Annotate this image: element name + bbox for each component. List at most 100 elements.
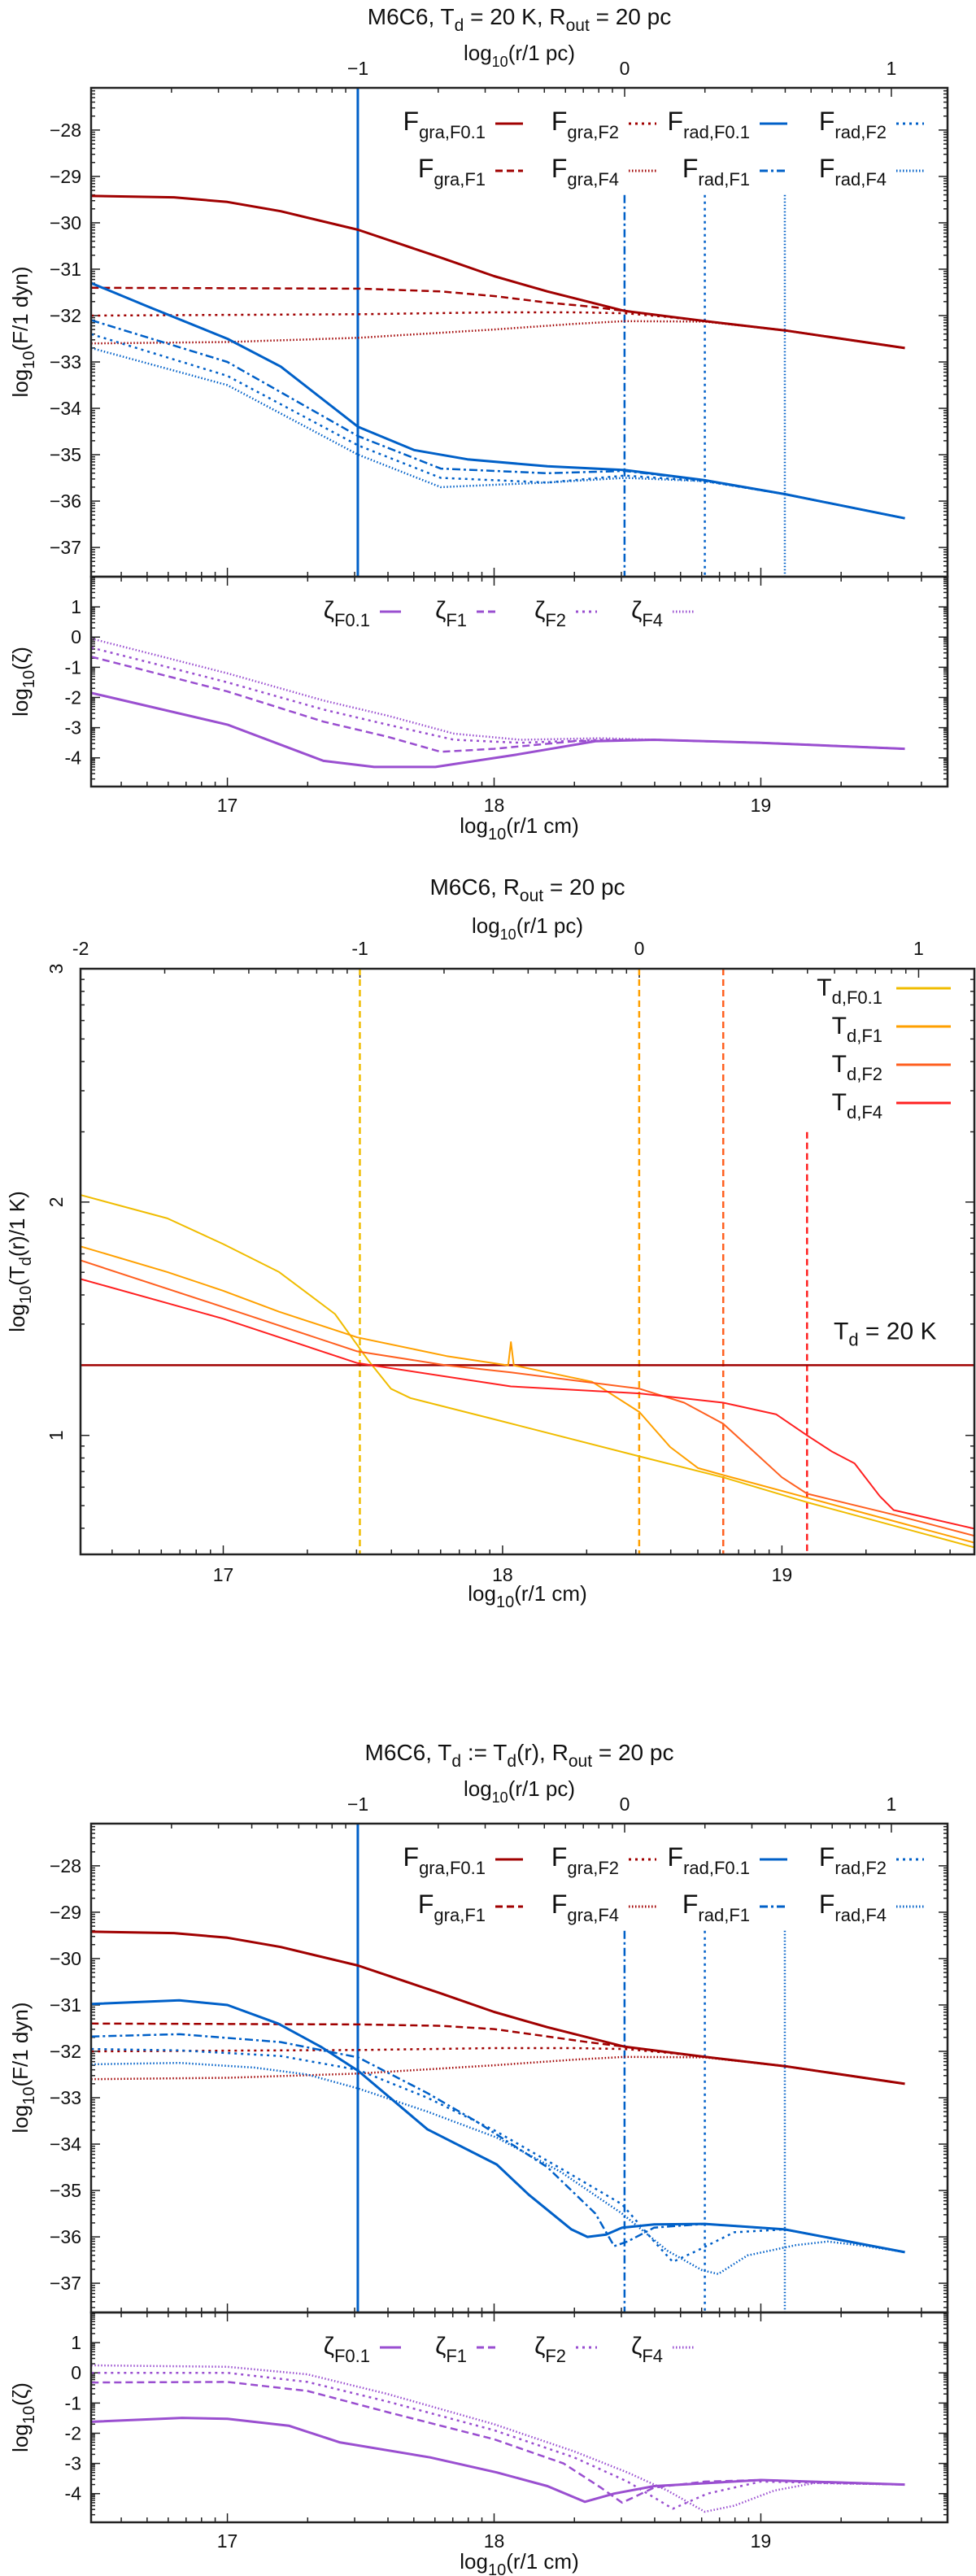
legend-label: Fgra,F0.1 [403, 107, 486, 142]
y-axis-label-segment: (F/1 dyn) [8, 2003, 33, 2087]
series-line-f-rad-f0-1 [91, 1998, 905, 2254]
legend-subscript: F0.1 [334, 2346, 370, 2366]
legend-subscript: gra,F4 [567, 169, 619, 190]
top-x-axis-label: log10(r/1 pc) [472, 913, 583, 943]
y-axis-label-segment: (ζ) [8, 2382, 33, 2406]
top-x-tick-label: -2 [72, 938, 89, 959]
series-line-zeta-f4 [91, 2364, 905, 2513]
series-line-zeta-f4 [91, 637, 905, 750]
series-line-f-gra-f0-1 [91, 1930, 905, 2086]
legend-subscript: F1 [446, 2346, 467, 2366]
chart-title-segment: M6C6, R [429, 874, 519, 900]
top-x-tick-label: 1 [913, 938, 924, 959]
y-tick-label: -4 [65, 2483, 82, 2504]
y-tick-label: −33 [50, 2087, 81, 2108]
top-x-tick-label: 0 [620, 1794, 630, 1815]
top-x-axis-label: log10(r/1 pc) [464, 41, 575, 70]
x-axis-label-segment: (r/1 cm) [506, 2549, 579, 2574]
y-tick-label: 1 [71, 2332, 81, 2353]
legend-subscript: gra,F1 [434, 1905, 486, 1925]
legend-subscript: F2 [545, 2346, 566, 2366]
legend-label: Td,F4 [832, 1089, 882, 1122]
legend-subscript: d,F1 [847, 1026, 882, 1046]
legend-subscript: F4 [642, 2346, 663, 2366]
legend-symbol: F [668, 107, 684, 136]
y-axis-label-segment: (ζ) [8, 647, 33, 670]
top-x-axis-label-segment: (r/1 pc) [508, 41, 575, 65]
legend-subscript: rad,F1 [698, 169, 750, 190]
legend-subscript: F0.1 [334, 610, 370, 630]
legend-symbol: T [832, 1013, 847, 1040]
y-tick-label: −35 [50, 444, 81, 465]
series-line-t-d-f4 [81, 1278, 974, 1530]
legend-symbol: ζ [631, 597, 642, 624]
legend-label: Fgra,F4 [551, 1890, 619, 1925]
x-axis-label-subscript: 10 [488, 2561, 506, 2576]
legend-subscript: rad,F0.1 [683, 122, 750, 142]
legend-subscript: rad,F0.1 [683, 1858, 750, 1878]
y-tick-label: 0 [71, 2362, 81, 2383]
legend-symbol: F [819, 1890, 835, 1919]
reference-line-label-segment: = 20 K [859, 1318, 937, 1345]
legend-symbol: F [403, 107, 420, 136]
legend-symbol: F [819, 1842, 835, 1872]
legend-symbol: ζ [534, 2333, 545, 2360]
y-tick-label: −31 [50, 259, 81, 280]
legend-label: Fgra,F0.1 [403, 1842, 486, 1878]
x-axis-label-segment: log [460, 2549, 488, 2574]
y-axis-label-segment: log [8, 688, 33, 717]
legend-symbol: ζ [324, 597, 334, 624]
plot-frame [89, 2311, 949, 2524]
legend-label: ζF2 [534, 597, 566, 630]
legend-label: Frad,F0.1 [668, 1842, 750, 1878]
chart-title-subscript: out [569, 1752, 592, 1771]
series-line-f-rad-f2 [91, 333, 905, 520]
chart-title-segment: M6C6, T [365, 1740, 452, 1765]
legend-symbol: ζ [435, 597, 446, 624]
y-axis-label-segment: (F/1 dyn) [8, 267, 33, 351]
legend-label: Td,F0.1 [817, 974, 882, 1008]
top-x-axis-label-segment: log [464, 41, 492, 65]
y-tick-label: -2 [65, 686, 81, 708]
legend-subscript: rad,F2 [834, 1858, 887, 1878]
series-line-f-rad-f1 [91, 319, 905, 520]
x-axis-label-segment: log [460, 813, 488, 838]
axis-ticks [91, 576, 948, 787]
chart-title: M6C6, Rout = 20 pc [429, 874, 625, 905]
legend-symbol: F [819, 154, 835, 183]
top-x-tick-label: 0 [634, 938, 645, 959]
y-axis-label-segment: log [8, 369, 33, 398]
y-tick-label: −32 [50, 305, 81, 326]
legend-subscript: d,F4 [847, 1102, 882, 1122]
chart-title: M6C6, Td := Td(r), Rout = 20 pc [365, 1740, 674, 1771]
top-x-tick-label: 1 [887, 1794, 897, 1815]
legend-label: Fgra,F4 [551, 154, 619, 190]
y-tick-label: −34 [50, 398, 81, 419]
y-axis-label-subscript: d [17, 1257, 35, 1266]
top-x-axis-label-segment: log [464, 1776, 492, 1801]
series-line-f-rad-f4 [91, 2061, 905, 2275]
chart-title-segment: = 20 pc [590, 4, 671, 29]
series-line-f-gra-f0-1 [91, 194, 905, 350]
y-axis-label-segment: (T [5, 1266, 29, 1286]
y-tick-label: −32 [50, 2041, 81, 2062]
x-axis-label-segment: (r/1 cm) [506, 813, 579, 838]
legend-symbol: F [551, 1890, 568, 1919]
legend-symbol: F [682, 1890, 699, 1919]
top-x-axis-label-subscript: 10 [492, 54, 508, 70]
y-axis-label: log10(ζ) [8, 2382, 38, 2452]
y-tick-label: −31 [50, 1994, 81, 2016]
legend-subscript: gra,F0.1 [419, 1858, 486, 1878]
y-tick-label: −36 [50, 2226, 81, 2247]
y-tick-label: 1 [46, 1430, 67, 1441]
x-tick-label: 17 [213, 1564, 234, 1585]
chart-title-segment: = 20 pc [592, 1740, 673, 1765]
legend-label: Frad,F4 [819, 154, 887, 190]
series-line-t-d-f2 [81, 1259, 974, 1537]
legend-symbol: ζ [534, 597, 545, 624]
chart-title: M6C6, Td = 20 K, Rout = 20 pc [368, 4, 671, 35]
x-tick-label: 18 [484, 2530, 505, 2552]
legend-symbol: ζ [631, 2333, 642, 2360]
x-axis-label: log10(r/1 cm) [468, 1581, 587, 1611]
